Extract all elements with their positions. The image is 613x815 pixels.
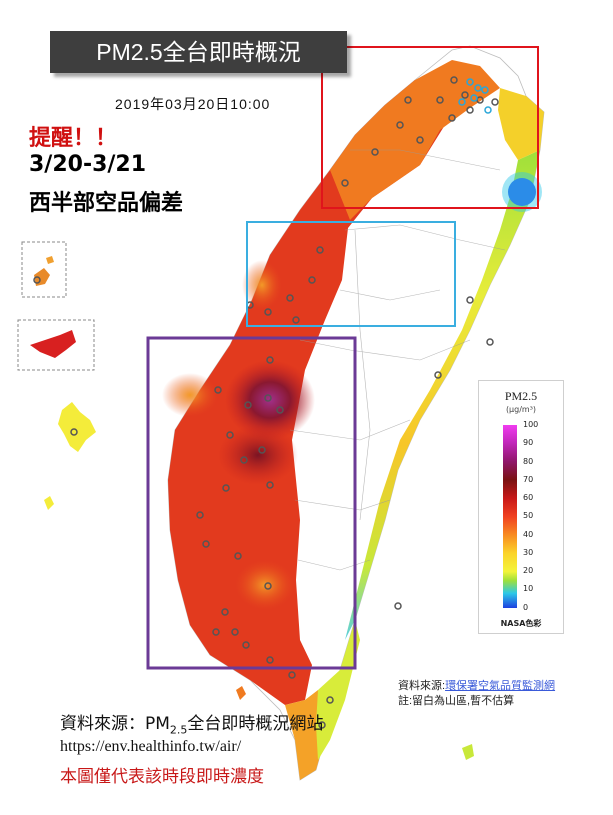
- north-region-box: [321, 46, 539, 209]
- source-mountain-note: 註:留白為山區,暫不估算: [398, 695, 515, 707]
- source-link[interactable]: 環保署空氣品質監測網: [445, 680, 556, 692]
- pm25-legend: PM2.5 (μg/m³) 100 90 80 70 60 50 40 30 2…: [478, 380, 564, 634]
- southeast-tip: [316, 620, 360, 760]
- legend-tick: 70: [523, 475, 534, 484]
- legend-tick: 20: [523, 566, 534, 575]
- penghu-islet: [44, 496, 54, 510]
- xiaoliuqiu: [236, 686, 246, 700]
- east-coast-pm25-area: [345, 150, 540, 640]
- alert-title: 提醒！！: [29, 126, 118, 151]
- source-note-right: 資料來源:環保署空氣品質監測網 註:留白為山區,暫不估算: [398, 679, 555, 709]
- alert-date-range: 3/20-3/21: [29, 152, 147, 177]
- green-island: [462, 744, 474, 760]
- kinmen-inset-box: [21, 241, 67, 298]
- penghu-islands: [58, 402, 96, 452]
- legend-color-bar: [503, 425, 517, 608]
- county-lines: [289, 149, 506, 571]
- coast-orange-spot: [162, 373, 218, 417]
- disclaimer-note: 本圖僅代表該時段即時濃度: [60, 767, 264, 787]
- timestamp: 2019年03月20日10:00: [115, 96, 271, 112]
- legend-tick: 30: [523, 548, 534, 557]
- west-plain-pm25-area: [168, 80, 448, 705]
- matsu-inset-box: [17, 319, 95, 371]
- source-label: 資料來源：PM: [60, 714, 170, 734]
- kinmen-islet: [46, 256, 54, 264]
- legend-tick: 80: [523, 457, 534, 466]
- legend-title: PM2.5: [504, 389, 538, 403]
- source-label-subscript: 2.5: [169, 723, 188, 737]
- legend-tick: 100: [523, 420, 539, 429]
- legend-tick: 10: [523, 584, 534, 593]
- source-label-rest: 全台即時概況網站: [187, 714, 324, 734]
- northwest-orange-area: [330, 60, 500, 220]
- source-label-bottom: 資料來源：PM2.5全台即時概況網站: [60, 712, 323, 742]
- legend-tick: 90: [523, 438, 534, 447]
- alert-description: 西半部空品偏差: [29, 191, 184, 216]
- yilan-blue-spot: [508, 178, 536, 206]
- taipei-stations: [458, 78, 492, 114]
- yilan-area: [498, 88, 544, 160]
- southwest-region-box: [146, 336, 357, 670]
- legend-unit: (μg/m³): [505, 405, 537, 414]
- source-prefix: 資料來源:: [398, 680, 446, 692]
- map-title: PM2.5全台即時概況: [50, 31, 347, 73]
- legend-note: NASA色彩: [500, 619, 542, 628]
- legend-tick: 0: [523, 603, 529, 612]
- matsu-island: [30, 330, 76, 358]
- north-orange-spot: [242, 260, 282, 310]
- kinmen-island: [34, 268, 50, 286]
- legend-tick: 60: [523, 493, 534, 502]
- central-hotspot-2: [218, 425, 298, 485]
- yilan-cyan-halo: [502, 172, 542, 212]
- legend-tick: 40: [523, 530, 534, 539]
- monitoring-stations: [33, 76, 499, 729]
- legend-tick: 50: [523, 511, 534, 520]
- central-north-region-box: [246, 221, 456, 327]
- source-url[interactable]: https://env.healthinfo.tw/air/: [60, 738, 242, 755]
